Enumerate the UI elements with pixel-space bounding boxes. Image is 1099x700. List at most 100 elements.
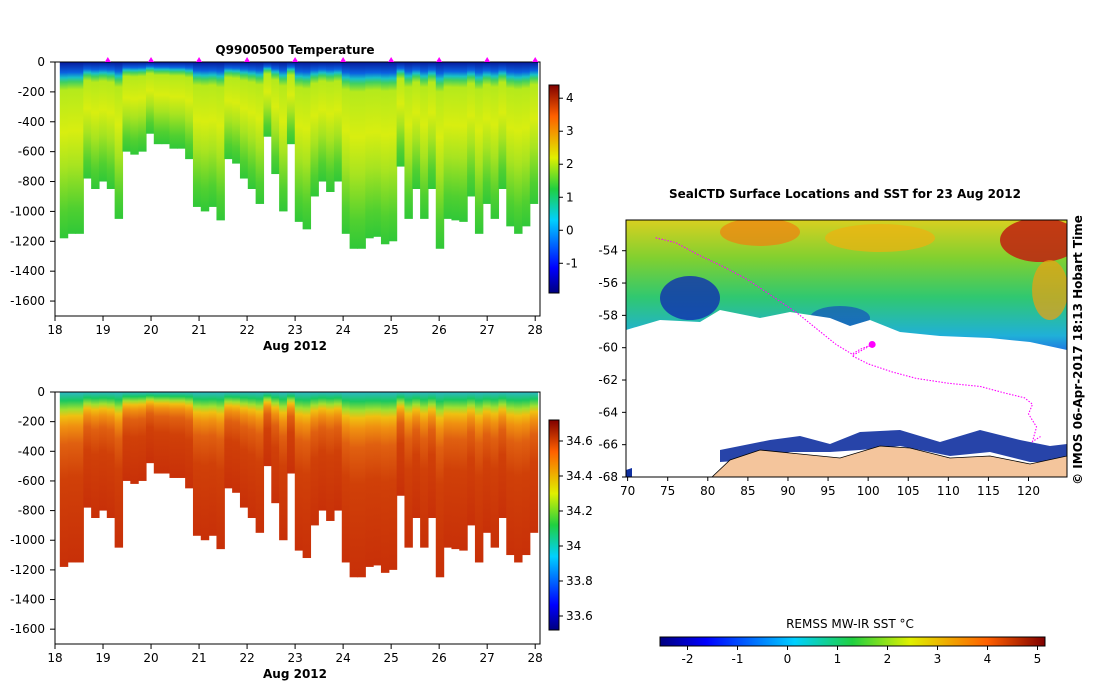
profile-column: [177, 392, 186, 478]
profile-column: [474, 392, 484, 563]
profile-marker: [104, 57, 111, 62]
profile-column: [318, 392, 327, 511]
profile-column: [130, 62, 139, 155]
profile-column: [349, 62, 359, 249]
profile-column: [333, 62, 343, 182]
lon-tick-label: 70: [620, 484, 635, 498]
profile-marker: [148, 57, 155, 62]
profile-column: [263, 392, 272, 467]
profile-column: [294, 392, 304, 551]
profile-column: [169, 62, 178, 149]
profile-column: [286, 62, 296, 145]
colorbar-tick-label: -1: [566, 256, 578, 270]
salinity-x-axis: 18 19 20 21 22 23 24 25 26 27 28: [47, 644, 543, 665]
profile-column: [514, 62, 523, 234]
salinity-colorbar-ticks: 33.6 33.8 34 34.2 34.4 34.6: [559, 434, 593, 623]
y-tick-label: -600: [18, 474, 45, 488]
sst-field: [626, 220, 1067, 477]
profile-column: [333, 392, 343, 511]
profile-marker: [196, 57, 203, 62]
profile-column: [467, 392, 476, 526]
profile-column: [326, 392, 335, 521]
profile-column: [529, 62, 539, 204]
profile-column: [114, 392, 124, 548]
y-tick-label: -1400: [10, 593, 45, 607]
y-tick-label: -200: [18, 85, 45, 99]
colorbar-tick-label: 1: [566, 190, 574, 204]
lon-tick-label: 105: [897, 484, 920, 498]
sst-map-frame: [625, 219, 1068, 478]
profile-column: [349, 392, 359, 578]
profile-column: [67, 392, 77, 563]
sst-colorbar-tick-label: -2: [682, 652, 694, 666]
profile-column: [498, 392, 507, 518]
profile-column: [247, 392, 257, 518]
salinity-panel: 0 -200 -400 -600 -800 -1000 -1200 -1400 -1600 18…: [10, 385, 593, 681]
profile-marker: [532, 57, 539, 62]
profile-column: [396, 392, 406, 496]
x-tick-label: 26: [432, 651, 447, 665]
salinity-y-axis: 0 -200 -400 -600 -800 -1000 -1200 -1400 -1600: [10, 385, 55, 636]
lat-tick-label: -56: [598, 276, 618, 290]
profile-column: [373, 392, 382, 566]
profile-column: [521, 392, 531, 556]
lon-tick-label: 115: [977, 484, 1000, 498]
profile-column: [451, 392, 460, 550]
lon-tick-label: 110: [937, 484, 960, 498]
y-tick-label: -1600: [10, 622, 45, 636]
profile-column: [412, 62, 421, 189]
sst-colorbar-tick-label: 1: [834, 652, 842, 666]
profile-column: [83, 62, 92, 179]
sst-colorbar-tick-label: 2: [884, 652, 892, 666]
profile-column: [490, 62, 500, 219]
x-tick-label: 27: [480, 651, 495, 665]
profile-column: [263, 62, 272, 137]
imos-credit: © IMOS 06-Apr-2017 18:13 Hobart Time: [1071, 215, 1085, 485]
temperature-y-axis: 0 -200 -400 -600 -800 -1000 -1200 -1400 -1600: [10, 55, 55, 308]
profile-column: [138, 62, 147, 152]
warm-patch: [825, 224, 935, 252]
profile-markers: [104, 57, 539, 62]
y-tick-label: 0: [37, 385, 45, 399]
profile-column: [232, 62, 241, 164]
profile-column: [161, 392, 171, 474]
profile-column: [506, 392, 515, 556]
x-tick-label: 21: [191, 651, 206, 665]
x-tick-label: 18: [47, 651, 62, 665]
warm-patch: [1000, 220, 1067, 262]
salinity-xlabel: Aug 2012: [263, 667, 327, 681]
colorbar-tick-label: 0: [566, 223, 574, 237]
lat-tick-label: -60: [598, 341, 618, 355]
profile-column: [302, 392, 312, 559]
profile-column: [427, 62, 437, 189]
sst-map-panel: SealCTD Surface Locations and SST for 23…: [598, 187, 1085, 666]
profile-column: [380, 392, 390, 573]
profile-marker: [388, 57, 395, 62]
lat-tick-label: -68: [598, 470, 618, 484]
profile-column: [326, 62, 335, 192]
profile-column: [286, 392, 296, 474]
sst-colorbar-label: REMSS MW-IR SST °C: [786, 617, 914, 631]
x-tick-label: 19: [95, 323, 110, 337]
profile-column: [145, 392, 155, 464]
colorbar-tick-label: 34.2: [566, 504, 593, 518]
salinity-profiles: [59, 392, 539, 578]
sst-colorbar-tick-label: -1: [732, 652, 744, 666]
profile-column: [435, 392, 445, 578]
profile-column: [200, 62, 210, 212]
profile-column: [208, 62, 218, 207]
profile-column: [145, 62, 155, 134]
colorbar-tick-label: 33.6: [566, 609, 593, 623]
profile-column: [310, 392, 319, 526]
profile-column: [114, 62, 124, 219]
temperature-x-axis: 18 19 20 21 22 23 24 25 26 27 28: [47, 316, 543, 337]
y-tick-label: -400: [18, 444, 45, 458]
lat-tick-label: -64: [598, 405, 618, 419]
profile-column: [208, 392, 218, 536]
profile-marker: [244, 57, 251, 62]
profile-column: [239, 392, 249, 508]
x-tick-label: 28: [528, 651, 543, 665]
profile-column: [443, 62, 453, 219]
colorbar-tick-label: 34.6: [566, 434, 593, 448]
